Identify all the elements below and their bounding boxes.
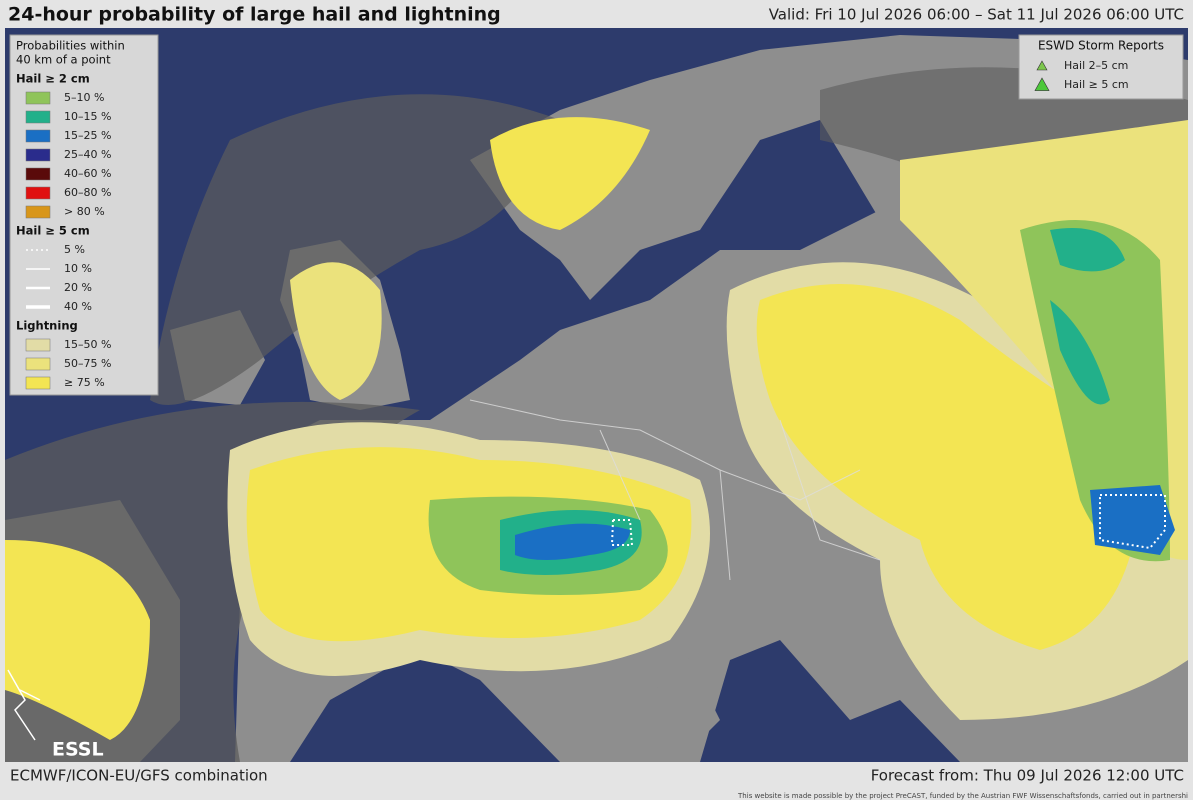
legend-label: 50–75 % bbox=[64, 357, 111, 370]
legend-group-title: Hail ≥ 5 cm bbox=[16, 224, 90, 238]
legend-label: 10–15 % bbox=[64, 110, 111, 123]
legend-swatch bbox=[25, 376, 51, 390]
logo: ESSL bbox=[52, 739, 104, 761]
legend-label: 60–80 % bbox=[64, 186, 111, 199]
legend-heading: 40 km of a point bbox=[16, 53, 111, 67]
legend-label: > 80 % bbox=[64, 205, 105, 218]
legend-swatch bbox=[25, 110, 51, 124]
legend-group-title: Hail ≥ 2 cm bbox=[16, 72, 90, 86]
hail-10-15 bbox=[1050, 228, 1125, 405]
valid-time: Valid: Fri 10 Jul 2026 06:00 – Sat 11 Ju… bbox=[769, 6, 1184, 24]
hail-5cm-contour bbox=[1099, 494, 1166, 550]
legend-swatch bbox=[25, 205, 51, 219]
legend-swatch bbox=[25, 338, 51, 352]
footer-bg bbox=[0, 762, 1193, 800]
lightning-75 bbox=[756, 284, 1141, 650]
legend-label: 40 % bbox=[64, 300, 92, 313]
report-label: Hail 2–5 cm bbox=[1064, 59, 1128, 72]
hail-5cm-contour bbox=[610, 519, 634, 546]
hail-15-25 bbox=[1090, 485, 1175, 555]
map: ESSL bbox=[5, 28, 1188, 762]
legend-label: 40–60 % bbox=[64, 167, 111, 180]
title: 24-hour probability of large hail and li… bbox=[8, 4, 501, 26]
legend-swatch bbox=[25, 167, 51, 181]
reports-title: ESWD Storm Reports bbox=[1038, 39, 1164, 53]
lightning-75 bbox=[490, 117, 650, 230]
legend-swatch bbox=[25, 91, 51, 105]
legend-swatch bbox=[25, 129, 51, 143]
footer-source: ECMWF/ICON-EU/GFS combination bbox=[10, 767, 268, 785]
legend-label: 10 % bbox=[64, 262, 92, 275]
legend-swatch bbox=[25, 186, 51, 200]
lightning-75 bbox=[5, 540, 150, 740]
legend-label: 25–40 % bbox=[64, 148, 111, 161]
legend-label: 5 % bbox=[64, 243, 85, 256]
report-symbol bbox=[1034, 77, 1050, 91]
legend-heading: Probabilities within bbox=[16, 39, 125, 53]
footer-credit: This website is made possible by the pro… bbox=[737, 792, 1188, 800]
legend-label: ≥ 75 % bbox=[64, 376, 105, 389]
report-symbol bbox=[1036, 60, 1048, 71]
logo-lightning bbox=[7, 669, 41, 741]
low-lightning-area bbox=[150, 94, 560, 406]
report-label: Hail ≥ 5 cm bbox=[1064, 78, 1129, 91]
footer-forecast: Forecast from: Thu 09 Jul 2026 12:00 UTC bbox=[871, 767, 1184, 785]
legend-swatch bbox=[25, 357, 51, 371]
lightning-50-75 bbox=[290, 262, 382, 400]
legend-label: 20 % bbox=[64, 281, 92, 294]
legend-group-title: Lightning bbox=[16, 319, 78, 333]
hail-15-25 bbox=[515, 523, 630, 560]
legend-label: 5–10 % bbox=[64, 91, 104, 104]
legend-swatch bbox=[25, 148, 51, 162]
legend-label: 15–50 % bbox=[64, 338, 111, 351]
borders bbox=[469, 399, 881, 581]
legend-label: 15–25 % bbox=[64, 129, 111, 142]
